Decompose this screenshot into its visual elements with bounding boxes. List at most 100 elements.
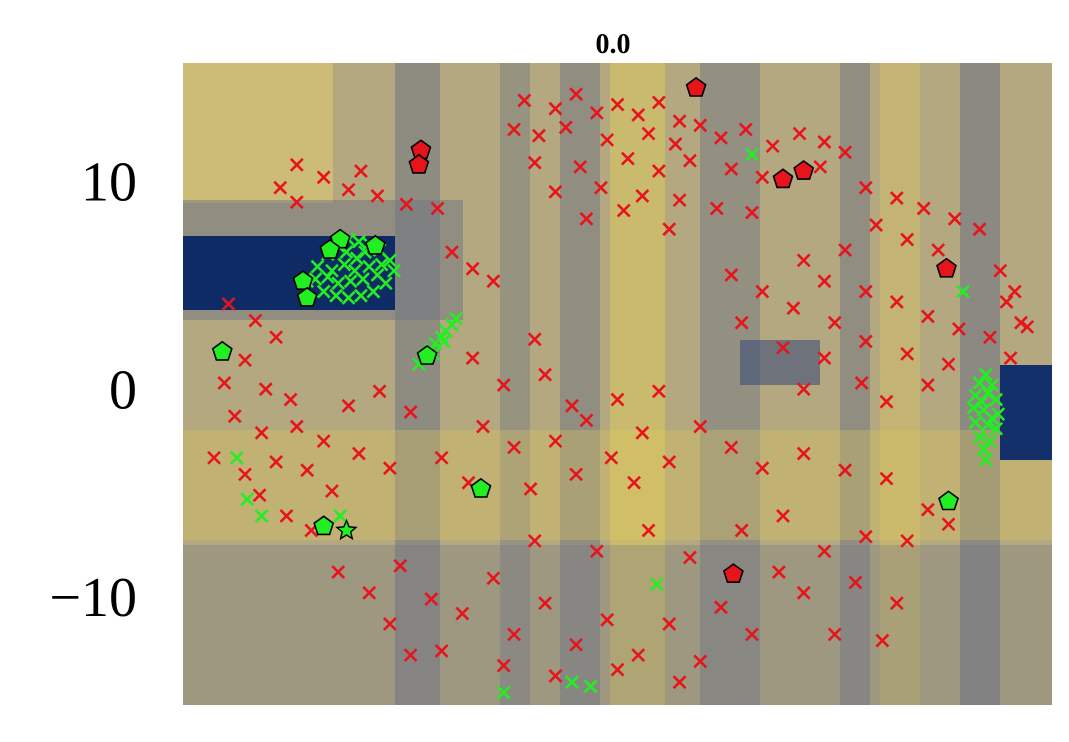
pentagon-point — [685, 76, 707, 97]
y-tick-label: 0 — [109, 359, 137, 421]
cross-point — [289, 195, 304, 210]
cross-point — [565, 675, 579, 690]
cross-point — [254, 509, 269, 523]
cross-point — [320, 270, 335, 284]
cross-point — [838, 463, 853, 478]
cross-point — [325, 484, 339, 498]
pentagon-point — [416, 345, 438, 365]
cross-point — [672, 193, 687, 208]
cross-point — [248, 313, 263, 328]
cross-point — [229, 450, 244, 465]
cross-point — [900, 533, 915, 548]
cross-point — [974, 394, 989, 409]
cross-point — [879, 471, 894, 486]
cross-point — [476, 419, 490, 434]
cross-point — [709, 201, 724, 216]
cross-point — [316, 284, 331, 299]
cross-point — [817, 274, 832, 289]
cross-point — [351, 234, 366, 249]
cross-point — [972, 376, 987, 390]
cross-point — [889, 191, 904, 205]
cross-point — [558, 120, 573, 135]
cross-point — [496, 658, 511, 673]
cross-point — [527, 332, 542, 347]
cross-point — [755, 170, 770, 185]
cross-point — [966, 400, 981, 415]
pentagon-point — [211, 340, 233, 361]
cross-point — [765, 139, 780, 154]
cross-point — [976, 442, 991, 457]
cross-point — [796, 382, 811, 397]
cross-point — [1003, 351, 1018, 365]
cross-point — [900, 346, 915, 361]
cross-point — [989, 421, 1004, 436]
cross-point — [734, 523, 749, 538]
decision-background — [183, 63, 1052, 705]
cross-point — [985, 411, 999, 426]
cross-point — [879, 394, 894, 409]
cross-point — [569, 87, 584, 102]
cross-point — [931, 243, 946, 257]
cross-point — [662, 222, 677, 237]
pentagon-point — [292, 270, 314, 291]
cross-point — [635, 189, 650, 203]
cross-point — [978, 452, 993, 467]
pentagon-point — [408, 153, 430, 174]
cross-point — [858, 334, 873, 349]
cross-point — [527, 155, 542, 170]
cross-point — [486, 274, 501, 289]
y-tick-label: −10 — [49, 567, 137, 629]
cross-point — [496, 378, 511, 392]
cross-point — [755, 461, 770, 476]
cross-point — [325, 263, 339, 278]
cross-point — [920, 378, 935, 392]
cross-point — [991, 407, 1006, 422]
cross-point — [827, 315, 842, 330]
cross-point — [796, 253, 811, 268]
pentagon-point — [313, 515, 335, 536]
cross-point — [531, 128, 546, 143]
cross-point — [221, 297, 236, 311]
cross-point — [920, 309, 935, 324]
cross-point — [999, 295, 1014, 309]
cross-point — [589, 105, 604, 120]
cross-point — [370, 189, 385, 203]
cross-point — [745, 147, 759, 162]
cross-point — [337, 257, 352, 272]
cross-point — [569, 467, 584, 482]
cross-point — [941, 357, 956, 372]
cross-point — [507, 440, 521, 455]
cross-point — [714, 130, 728, 145]
cross-point — [858, 529, 873, 544]
cross-point — [382, 461, 397, 476]
cross-point — [341, 182, 356, 197]
cross-point — [776, 340, 790, 355]
cross-point — [792, 126, 807, 141]
cross-point — [548, 101, 563, 116]
cross-point — [745, 627, 759, 642]
cross-point — [600, 612, 615, 627]
cross-point — [848, 575, 863, 590]
cross-point — [538, 596, 553, 611]
cross-point — [269, 330, 284, 345]
cross-point — [738, 122, 753, 137]
cross-point — [985, 378, 999, 392]
cross-point — [920, 502, 935, 517]
cross-point — [651, 164, 666, 178]
cross-point — [449, 311, 464, 326]
cross-point — [465, 351, 480, 365]
cross-point — [858, 284, 873, 299]
cross-point — [316, 170, 331, 185]
cross-point — [858, 180, 873, 195]
cross-point — [254, 425, 269, 440]
cross-point — [972, 430, 987, 444]
cross-point — [333, 509, 348, 523]
cross-point — [951, 322, 966, 336]
cross-point — [362, 585, 377, 600]
cross-point — [662, 454, 677, 469]
cross-point — [947, 211, 962, 226]
cross-point — [983, 330, 997, 345]
cross-point — [1014, 315, 1028, 330]
cross-point — [434, 644, 449, 658]
